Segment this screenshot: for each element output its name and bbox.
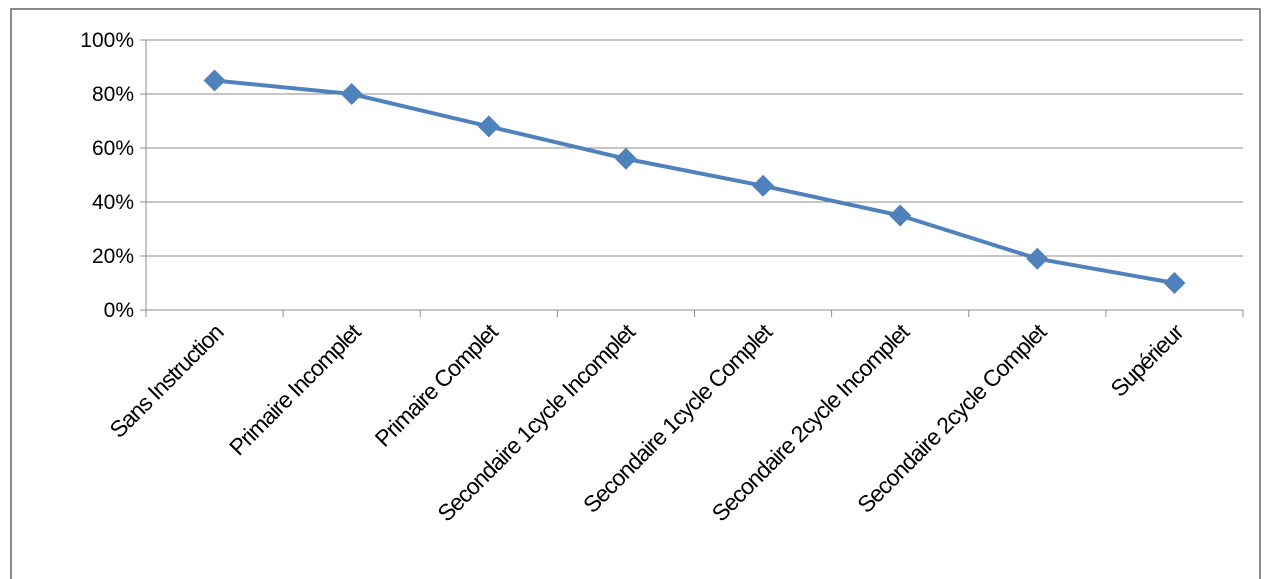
y-tick-label: 20% xyxy=(92,245,134,268)
y-tick-label: 80% xyxy=(92,83,134,106)
series-line xyxy=(214,78,1175,285)
data-point xyxy=(340,83,363,105)
data-point xyxy=(203,69,226,92)
data-point xyxy=(477,115,500,138)
series xyxy=(203,69,1186,294)
data-point xyxy=(752,174,775,197)
x-tick-label: Primaire Incomplet xyxy=(224,318,366,460)
y-tick-label: 60% xyxy=(92,137,134,160)
data-point xyxy=(1026,247,1049,270)
y-tick-label: 40% xyxy=(92,191,134,214)
chart-frame xyxy=(10,8,1261,579)
x-tick-label: Sans Instruction xyxy=(104,319,228,443)
data-point xyxy=(889,204,912,227)
gridlines xyxy=(146,39,1243,257)
x-tick-label: Supérieur xyxy=(1105,318,1188,401)
x-tick-label: Primaire Complet xyxy=(370,318,504,452)
axes xyxy=(140,39,1244,317)
data-point xyxy=(614,147,637,170)
y-tick-label: 0% xyxy=(104,299,134,322)
y-tick-label: 100% xyxy=(80,29,134,52)
data-point xyxy=(1163,272,1186,294)
y-tick-labels: 0% 20% 40% 60% 80% 100% xyxy=(80,29,134,322)
